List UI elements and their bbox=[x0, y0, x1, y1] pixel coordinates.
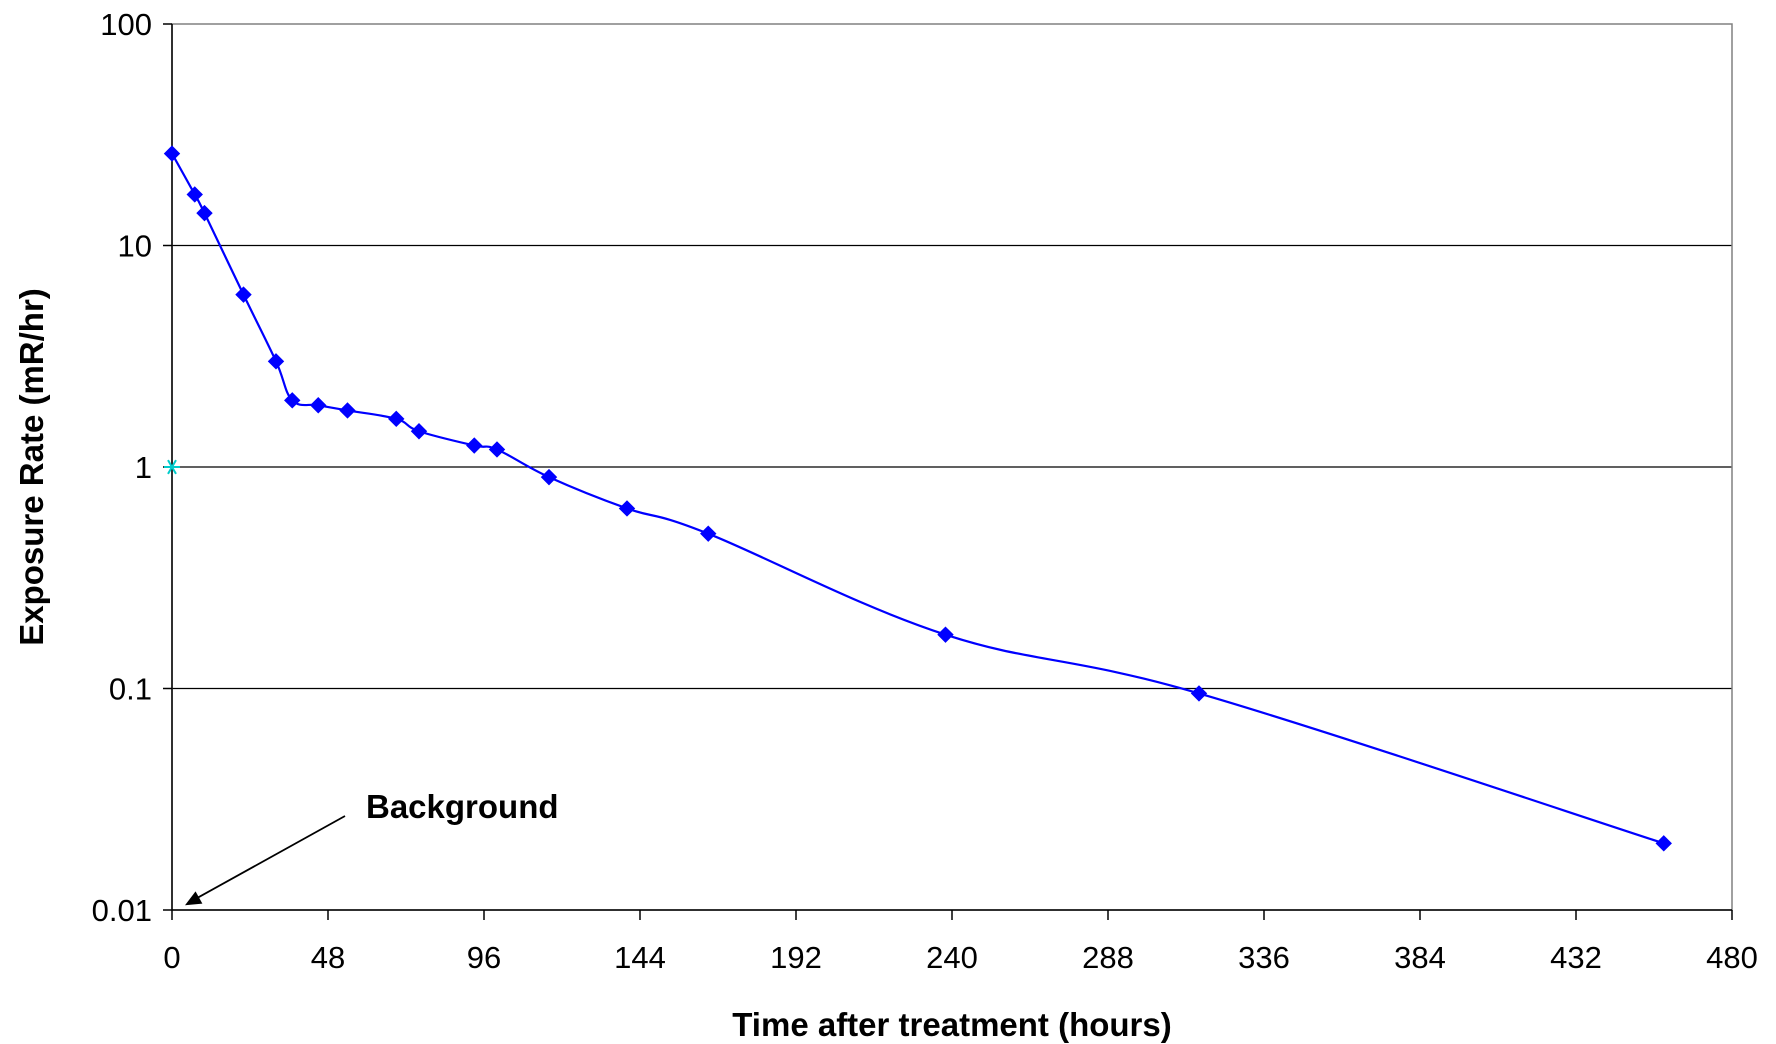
data-point-marker bbox=[618, 500, 636, 517]
data-point-marker bbox=[700, 525, 717, 542]
data-point-marker bbox=[284, 392, 301, 409]
x-tick-label: 384 bbox=[1394, 940, 1446, 975]
y-tick-labels: 0.01 0.1 1 10 100 bbox=[92, 7, 152, 928]
x-axis-title: Time after treatment (hours) bbox=[732, 1006, 1171, 1043]
data-point-marker bbox=[540, 468, 558, 486]
data-point-marker bbox=[310, 397, 327, 414]
x-tick-label: 288 bbox=[1082, 940, 1134, 975]
x-tick-label: 336 bbox=[1238, 940, 1290, 975]
annotation-arrow-head bbox=[185, 891, 203, 906]
data-point-marker bbox=[267, 353, 285, 370]
series-line bbox=[171, 153, 1665, 845]
y-axis-title: Exposure Rate (mR/hr) bbox=[13, 288, 50, 646]
y-tick-label: 100 bbox=[100, 7, 152, 42]
data-point-marker bbox=[196, 204, 213, 222]
data-point-marker bbox=[388, 410, 405, 428]
data-point-marker bbox=[339, 402, 356, 419]
series-layer bbox=[163, 145, 1672, 852]
x-tick-label: 0 bbox=[163, 940, 180, 975]
data-point-marker bbox=[163, 145, 181, 162]
data-point-marker bbox=[410, 423, 428, 440]
data-point-marker bbox=[937, 626, 954, 643]
x-tick-label: 480 bbox=[1706, 940, 1758, 975]
x-tick-label: 144 bbox=[614, 940, 666, 975]
x-tick-label: 192 bbox=[770, 940, 822, 975]
axes bbox=[163, 23, 1733, 920]
y-tick-label: 0.1 bbox=[109, 672, 152, 707]
x-tick-label: 240 bbox=[926, 940, 978, 975]
y-tick-label: 1 bbox=[135, 450, 152, 485]
data-point-marker bbox=[466, 437, 483, 454]
star-stroke bbox=[167, 459, 177, 475]
annotation-arrow-line bbox=[192, 815, 346, 902]
x-tick-label: 96 bbox=[467, 940, 501, 975]
x-tick-labels: 0 48 96 144 192 240 288 336 384 432 480 bbox=[163, 940, 1757, 975]
data-point-marker bbox=[235, 286, 252, 303]
data-point-marker bbox=[488, 441, 506, 458]
data-point-marker bbox=[186, 186, 203, 203]
annotation-layer: Background bbox=[185, 788, 559, 906]
annotation-label: Background bbox=[366, 788, 559, 825]
y-tick-label: 0.01 bbox=[92, 893, 152, 928]
x-tick-label: 48 bbox=[311, 940, 345, 975]
x-tick-label: 432 bbox=[1550, 940, 1602, 975]
y-tick-label: 10 bbox=[118, 229, 152, 264]
background-point-marker bbox=[164, 459, 180, 475]
gridlines bbox=[172, 244, 1732, 690]
data-point-marker bbox=[1655, 835, 1672, 852]
data-point-marker bbox=[1190, 685, 1208, 702]
